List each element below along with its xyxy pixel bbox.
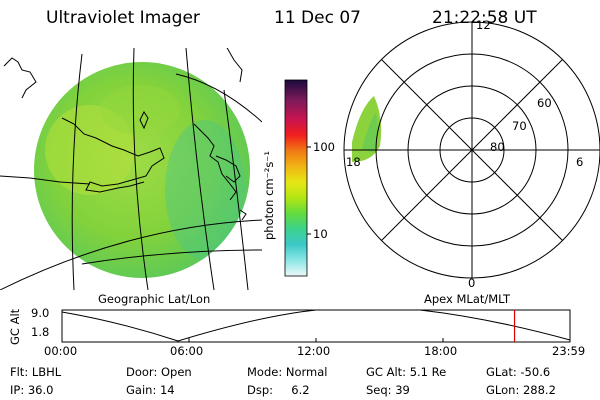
instrument-title: Ultraviolet Imager — [46, 8, 200, 28]
x-tick-label-1200: 12:00 — [297, 344, 331, 358]
x-tick-label-2359: 23:59 — [552, 344, 586, 358]
apex-caption: Apex MLat/MLT — [424, 292, 511, 306]
mlt-label-6: 6 — [576, 155, 584, 169]
time-label: 21:22:58 UT — [432, 8, 537, 28]
info-seq: Seq: 39 — [366, 383, 410, 397]
colorbar-label-10: 10 — [313, 227, 328, 241]
altitude-curve — [61, 309, 571, 342]
coastlines — [0, 48, 247, 221]
altitude-y-tick-low: 1.8 — [31, 325, 50, 339]
altitude-frame — [61, 309, 571, 343]
x-tick-label-0600: 06:00 — [170, 344, 204, 358]
x-tick-label-0000: 00:00 — [44, 344, 78, 358]
mlt-label-12: 12 — [476, 18, 491, 32]
info-door: Door: Open — [126, 365, 192, 379]
polar-aurora — [352, 96, 382, 162]
info-glon: GLon: 288.2 — [486, 383, 556, 397]
altitude-y-title: GC Alt — [8, 308, 22, 345]
colorbar-label-100: 100 — [313, 140, 335, 154]
geographic-map — [0, 48, 262, 290]
colorbar — [284, 79, 308, 277]
altitude-panel — [61, 309, 571, 343]
mlat-label-80: 80 — [490, 140, 505, 154]
geographic-caption: Geographic Lat/Lon — [98, 292, 211, 306]
graticule — [0, 48, 262, 290]
polar-plot — [343, 21, 600, 279]
mlt-label-0: 0 — [468, 276, 476, 290]
altitude-y-tick-high: 9.0 — [31, 306, 50, 320]
info-gain: Gain: 14 — [126, 383, 175, 397]
info-dsp: Dsp: 6.2 — [247, 383, 310, 397]
mlt-label-18: 18 — [346, 155, 361, 169]
auroral-speckle — [45, 85, 245, 260]
colorbar-unit-label: photon cm⁻²s⁻¹ — [262, 151, 276, 240]
polar-grid — [343, 21, 600, 279]
mlat-label-70: 70 — [512, 119, 527, 133]
date-label: 11 Dec 07 — [274, 8, 361, 28]
info-flt: Flt: LBHL — [10, 365, 62, 379]
info-gc-alt: GC Alt: 5.1 Re — [366, 365, 447, 379]
info-mode: Mode: Normal — [247, 365, 328, 379]
x-tick-label-1800: 18:00 — [424, 344, 458, 358]
info-ip: IP: 36.0 — [10, 383, 54, 397]
mlat-label-60: 60 — [537, 96, 552, 110]
info-glat: GLat: -50.6 — [486, 365, 551, 379]
